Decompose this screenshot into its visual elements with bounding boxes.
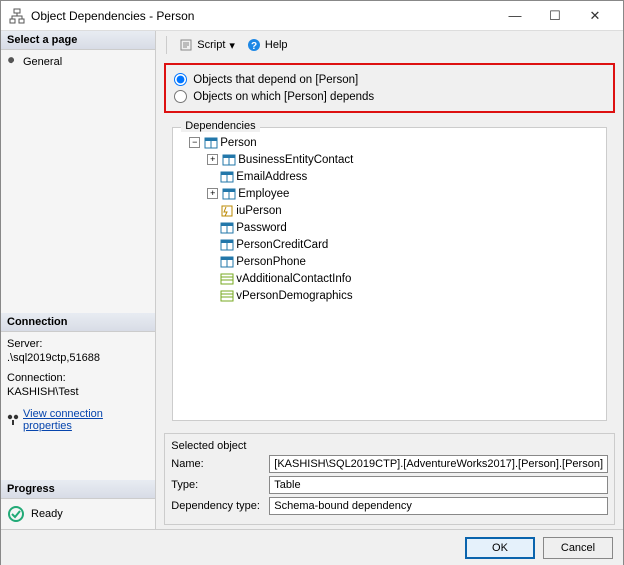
ok-label: OK xyxy=(492,542,508,554)
connection-header: Connection xyxy=(1,313,155,332)
dependency-options: Objects that depend on [Person] Objects … xyxy=(164,63,615,113)
server-label: Server: xyxy=(7,338,149,350)
option-depends-label: Objects on which [Person] depends xyxy=(193,91,374,103)
table-icon xyxy=(220,171,234,183)
help-label: Help xyxy=(265,39,288,51)
expand-icon[interactable]: + xyxy=(207,188,218,199)
table-icon xyxy=(204,137,218,149)
type-label: Type: xyxy=(171,479,261,491)
radio-depends[interactable] xyxy=(174,90,187,103)
view-icon xyxy=(220,273,234,285)
cancel-label: Cancel xyxy=(561,542,595,554)
select-page-header: Select a page xyxy=(1,31,155,50)
tree-item-label: PersonPhone xyxy=(236,256,306,268)
table-icon xyxy=(222,188,236,200)
tree-item[interactable]: Password xyxy=(179,219,600,236)
type-value: Table xyxy=(269,476,608,494)
tree-item[interactable]: EmailAddress xyxy=(179,168,600,185)
collapse-icon[interactable]: − xyxy=(189,137,200,148)
tree-item[interactable]: PersonPhone xyxy=(179,253,600,270)
right-panel: Script ▾ ? Help Objects that depend on [… xyxy=(156,31,623,529)
close-button[interactable]: ✕ xyxy=(575,1,615,31)
deptype-label: Dependency type: xyxy=(171,500,261,512)
page-general-label: General xyxy=(23,56,62,68)
help-icon: ? xyxy=(247,38,261,52)
script-button[interactable]: Script ▾ xyxy=(175,36,239,54)
page-general[interactable]: General xyxy=(7,54,149,70)
radio-depend-on[interactable] xyxy=(174,73,187,86)
option-depend-on[interactable]: Objects that depend on [Person] xyxy=(174,71,605,88)
tree-item[interactable]: PersonCreditCard xyxy=(179,236,600,253)
tree-item-label: vAdditionalContactInfo xyxy=(236,273,351,285)
connection-label: Connection: xyxy=(7,372,149,384)
left-panel: Select a page General Connection Server:… xyxy=(1,31,156,529)
option-depend-on-label: Objects that depend on [Person] xyxy=(193,74,358,86)
table-icon xyxy=(220,256,234,268)
maximize-button[interactable]: ☐ xyxy=(535,1,575,31)
script-label: Script xyxy=(197,39,225,51)
tree-item-label: vPersonDemographics xyxy=(236,290,352,302)
selected-object-title: Selected object xyxy=(171,440,608,452)
footer: OK Cancel xyxy=(1,529,623,565)
view-icon xyxy=(220,290,234,302)
tree-item-label: Employee xyxy=(238,188,289,200)
script-icon xyxy=(179,38,193,52)
tree-item[interactable]: vPersonDemographics xyxy=(179,287,600,304)
ready-icon xyxy=(7,505,25,523)
help-button[interactable]: ? Help xyxy=(243,36,292,54)
name-value: [KASHISH\SQL2019CTP].[AdventureWorks2017… xyxy=(269,455,608,473)
tree-item-label: EmailAddress xyxy=(236,171,307,183)
expand-icon[interactable]: + xyxy=(207,154,218,165)
tree-item-label: Password xyxy=(236,222,287,234)
name-label: Name: xyxy=(171,458,261,470)
server-value: .\sql2019ctp,51688 xyxy=(7,352,149,364)
option-depends[interactable]: Objects on which [Person] depends xyxy=(174,88,605,105)
tree-item-label: BusinessEntityContact xyxy=(238,154,353,166)
table-icon xyxy=(222,154,236,166)
trigger-icon xyxy=(220,205,234,217)
tree-root-label: Person xyxy=(220,137,256,149)
ready-label: Ready xyxy=(31,508,63,520)
wrench-icon xyxy=(7,56,19,68)
connection-value: KASHISH\Test xyxy=(7,386,149,398)
tree-item[interactable]: iuPerson xyxy=(179,202,600,219)
table-icon xyxy=(220,239,234,251)
tree-item[interactable]: vAdditionalContactInfo xyxy=(179,270,600,287)
connection-info: Server: .\sql2019ctp,51688 Connection: K… xyxy=(1,332,155,440)
table-icon xyxy=(220,222,234,234)
minimize-button[interactable]: — xyxy=(495,1,535,31)
window-title: Object Dependencies - Person xyxy=(31,9,495,23)
toolbar-divider xyxy=(166,36,167,54)
tree-item-label: PersonCreditCard xyxy=(236,239,328,251)
cancel-button[interactable]: Cancel xyxy=(543,537,613,559)
deptype-value: Schema-bound dependency xyxy=(269,497,608,515)
dependencies-box: Dependencies − Person +BusinessEntityCon… xyxy=(172,127,607,421)
connection-icon xyxy=(7,414,19,426)
tree-item-label: iuPerson xyxy=(236,205,281,217)
tree-item[interactable]: + BusinessEntityContact xyxy=(179,151,600,168)
dependencies-icon xyxy=(9,8,25,24)
titlebar: Object Dependencies - Person — ☐ ✕ xyxy=(1,1,623,31)
selected-object: Selected object Name: [KASHISH\SQL2019CT… xyxy=(164,433,615,525)
chevron-down-icon: ▾ xyxy=(229,39,235,52)
svg-text:?: ? xyxy=(251,41,257,52)
dependency-tree[interactable]: − Person + BusinessEntityContact EmailAdd… xyxy=(179,134,600,414)
tree-item[interactable]: + Employee xyxy=(179,185,600,202)
dependencies-label: Dependencies xyxy=(181,120,259,132)
ok-button[interactable]: OK xyxy=(465,537,535,559)
view-connection-link[interactable]: View connection properties xyxy=(23,408,149,432)
tree-root[interactable]: − Person xyxy=(179,134,600,151)
toolbar: Script ▾ ? Help xyxy=(156,31,623,59)
progress-header: Progress xyxy=(1,480,155,499)
